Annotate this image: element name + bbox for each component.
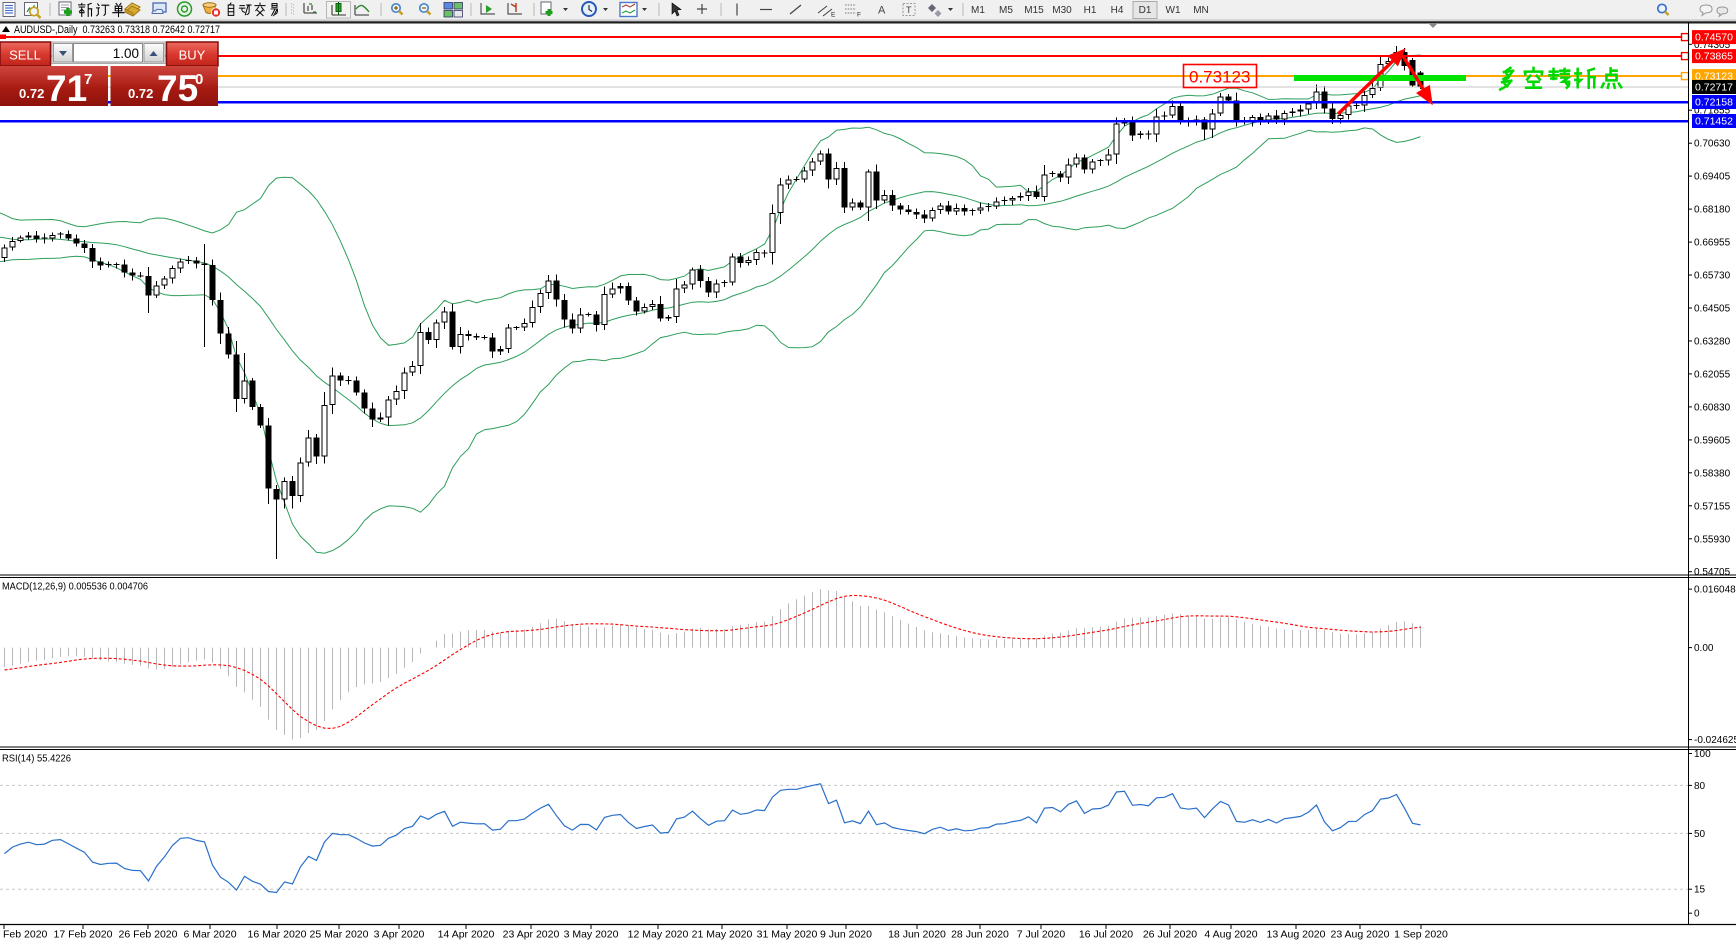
svg-text:80: 80 (1694, 781, 1706, 792)
svg-text:F: F (857, 12, 861, 19)
svg-text:Feb 2020: Feb 2020 (3, 929, 48, 941)
svg-text:3 Apr 2020: 3 Apr 2020 (374, 929, 425, 941)
svg-text:0.72717: 0.72717 (1695, 82, 1733, 94)
svg-text:0.65730: 0.65730 (1694, 271, 1731, 282)
svg-text:71: 71 (46, 68, 87, 109)
svg-text:15: 15 (1694, 885, 1706, 896)
svg-text:16 Mar 2020: 16 Mar 2020 (248, 929, 307, 941)
svg-text:-0.024625: -0.024625 (1694, 735, 1736, 746)
svg-text:M15: M15 (1024, 5, 1044, 16)
svg-text:W1: W1 (1166, 5, 1181, 16)
svg-text:M30: M30 (1052, 5, 1072, 16)
svg-text:16 Jul 2020: 16 Jul 2020 (1079, 929, 1133, 941)
svg-text:0.69405: 0.69405 (1694, 172, 1731, 183)
svg-text:0.68180: 0.68180 (1694, 205, 1731, 216)
svg-text:E: E (831, 12, 836, 19)
svg-text:7 Jul 2020: 7 Jul 2020 (1017, 929, 1066, 941)
svg-text:4 Aug 2020: 4 Aug 2020 (1204, 929, 1257, 941)
svg-text:3 May 2020: 3 May 2020 (564, 929, 619, 941)
svg-text:26 Feb 2020: 26 Feb 2020 (119, 929, 178, 941)
svg-text:0: 0 (1694, 909, 1700, 920)
svg-text:AUDUSD-,Daily 0.73263 0.73318: AUDUSD-,Daily 0.73263 0.73318 0.72642 0.… (14, 24, 220, 36)
svg-text:25 Mar 2020: 25 Mar 2020 (310, 929, 369, 941)
svg-text:SELL: SELL (9, 48, 41, 63)
svg-text:0.58380: 0.58380 (1694, 468, 1731, 479)
svg-text:0.60830: 0.60830 (1694, 402, 1731, 413)
svg-text:0.00: 0.00 (1694, 643, 1714, 654)
svg-text:0.74570: 0.74570 (1695, 32, 1733, 44)
svg-text:T: T (906, 5, 912, 15)
svg-text:0.74305: 0.74305 (1694, 40, 1731, 51)
svg-text:26 Jul 2020: 26 Jul 2020 (1143, 929, 1197, 941)
svg-text:0.62055: 0.62055 (1694, 369, 1731, 380)
svg-text:A: A (878, 5, 886, 17)
svg-text:0.66955: 0.66955 (1694, 238, 1731, 249)
svg-text:H1: H1 (1084, 5, 1097, 16)
svg-text:0.73123: 0.73123 (1695, 71, 1733, 83)
svg-text:23 Aug 2020: 23 Aug 2020 (1331, 929, 1390, 941)
svg-text:MACD(12,26,9) 0.005536 0.00470: MACD(12,26,9) 0.005536 0.004706 (2, 581, 148, 593)
svg-text:28 Jun 2020: 28 Jun 2020 (951, 929, 1009, 941)
svg-text:M1: M1 (971, 5, 985, 16)
svg-text:MN: MN (1193, 5, 1209, 16)
svg-text:0: 0 (195, 71, 203, 88)
svg-text:BUY: BUY (179, 48, 206, 63)
svg-text:75: 75 (157, 68, 198, 109)
svg-text:0.71855: 0.71855 (1694, 106, 1731, 117)
svg-text:50: 50 (1694, 829, 1706, 840)
svg-text:13 Aug 2020: 13 Aug 2020 (1267, 929, 1326, 941)
svg-text:9 Jun 2020: 9 Jun 2020 (820, 929, 872, 941)
svg-text:0.73865: 0.73865 (1695, 51, 1733, 63)
svg-text:1.00: 1.00 (113, 46, 139, 61)
svg-text:0.016048: 0.016048 (1694, 585, 1736, 596)
svg-text:1 Sep 2020: 1 Sep 2020 (1394, 929, 1448, 941)
svg-text:0.72: 0.72 (128, 86, 153, 101)
svg-text:7: 7 (84, 71, 92, 88)
svg-text:0.54705: 0.54705 (1694, 567, 1731, 578)
svg-text:0.72158: 0.72158 (1695, 97, 1733, 109)
svg-text:21 May 2020: 21 May 2020 (692, 929, 753, 941)
svg-text:18 Jun 2020: 18 Jun 2020 (888, 929, 946, 941)
svg-text:M5: M5 (999, 5, 1013, 16)
svg-text:31 May 2020: 31 May 2020 (757, 929, 818, 941)
svg-text:0.57155: 0.57155 (1694, 501, 1731, 512)
svg-text:6 Mar 2020: 6 Mar 2020 (183, 929, 236, 941)
svg-text:H4: H4 (1111, 5, 1124, 16)
svg-text:17 Feb 2020: 17 Feb 2020 (54, 929, 113, 941)
svg-text:0.71452: 0.71452 (1695, 116, 1733, 128)
svg-text:D1: D1 (1139, 5, 1152, 16)
svg-text:14 Apr 2020: 14 Apr 2020 (438, 929, 495, 941)
svg-text:0.63280: 0.63280 (1694, 337, 1731, 348)
svg-text:0.73123: 0.73123 (1189, 68, 1250, 87)
svg-text:0.59605: 0.59605 (1694, 435, 1731, 446)
svg-text:0.72: 0.72 (19, 86, 44, 101)
svg-text:0.55930: 0.55930 (1694, 534, 1731, 545)
svg-text:0.70630: 0.70630 (1694, 139, 1731, 150)
svg-text:RSI(14) 55.4226: RSI(14) 55.4226 (2, 753, 71, 765)
svg-text:100: 100 (1694, 749, 1711, 760)
svg-text:0.64505: 0.64505 (1694, 304, 1731, 315)
svg-text:23 Apr 2020: 23 Apr 2020 (503, 929, 560, 941)
svg-text:12 May 2020: 12 May 2020 (628, 929, 689, 941)
